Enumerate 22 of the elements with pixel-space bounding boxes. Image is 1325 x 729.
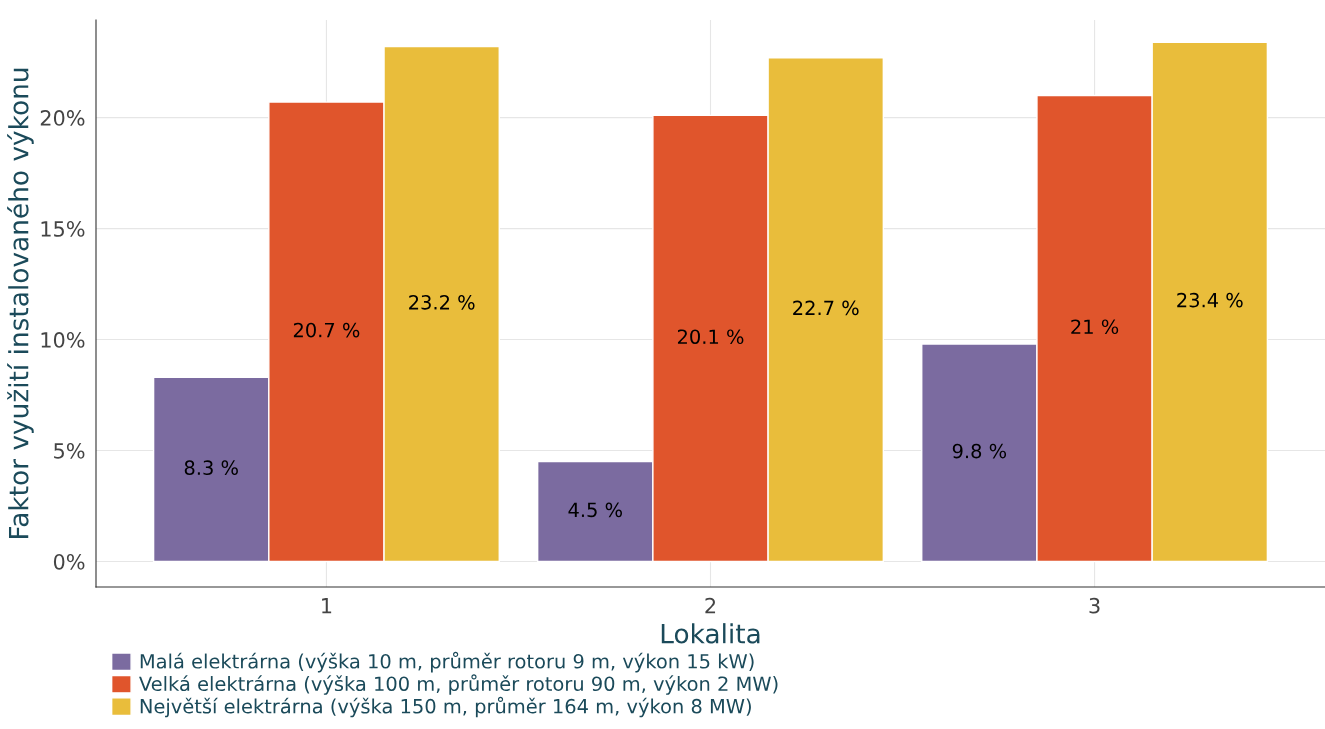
y-tick-label: 5% [54,442,85,459]
legend-label: Malá elektrárna (výška 10 m, průměr rotoru 9 m, výkon 15 kW) [140,651,754,673]
data-label: 8.3 % [184,460,238,476]
data-label: 4.5 % [568,502,622,518]
data-label: 22.7 % [793,300,859,316]
y-tick-label: 20% [40,110,85,126]
x-tick-label: 3 [1089,597,1100,614]
data-label: 9.8 % [952,443,1007,459]
data-label: 23.4 % [1177,292,1243,308]
data-label: 23.2 % [409,294,475,310]
x-tick-label: 2 [705,597,716,614]
y-tick-label: 15% [41,221,85,237]
y-tick-label: 10% [41,332,85,348]
x-axis-title: Lokalita [661,623,760,644]
data-label: 20.7 % [293,322,360,338]
data-label: 20.1 % [677,329,744,345]
legend-label: Největší elektrárna (výška 150 m, průměr 164 m, výkon 8 MW) [140,696,751,718]
y-axis-title: Faktor využití instalovaného výkonu [7,68,34,538]
data-label: 21 % [1071,319,1119,335]
y-tick-label: 0% [53,553,85,570]
x-tick-label: 1 [322,598,332,614]
legend-label: Velká elektrárna (výška 100 m, průměr rotoru 90 m, výkon 2 MW) [139,674,778,695]
